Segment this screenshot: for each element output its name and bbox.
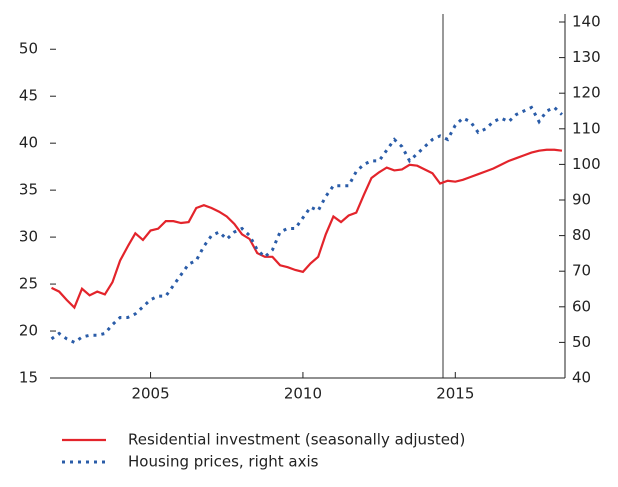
series-line — [51, 148, 563, 310]
y2-tick-label: 90 — [572, 191, 591, 209]
x-tick-label: 2010 — [284, 385, 322, 403]
y2-tick-label: 60 — [572, 297, 591, 315]
legend-label: Residential investment (seasonally adjus… — [128, 431, 465, 449]
y-tick-label: 20 — [19, 322, 38, 340]
y2-tick-label: 70 — [572, 262, 591, 280]
y-tick-label: 25 — [19, 275, 38, 293]
y-tick-label: 15 — [19, 369, 38, 387]
y2-tick-label: 110 — [572, 119, 601, 137]
y2-tick-label: 50 — [572, 333, 591, 351]
y2-tick-label: 140 — [572, 13, 601, 31]
series-line — [50, 105, 563, 345]
y-tick-label: 30 — [19, 228, 38, 246]
y2-tick-label: 100 — [572, 155, 601, 173]
legend-label: Housing prices, right axis — [128, 453, 319, 471]
y2-tick-label: 40 — [572, 369, 591, 387]
y-tick-label: 40 — [19, 134, 38, 152]
y-tick-label: 50 — [19, 40, 38, 58]
x-tick-label: 2015 — [436, 385, 474, 403]
y-tick-label: 45 — [19, 87, 38, 105]
y2-tick-label: 120 — [572, 84, 601, 102]
x-tick-label: 2005 — [131, 385, 169, 403]
y-tick-label: 35 — [19, 181, 38, 199]
y2-tick-label: 130 — [572, 48, 601, 66]
y2-tick-label: 80 — [572, 226, 591, 244]
